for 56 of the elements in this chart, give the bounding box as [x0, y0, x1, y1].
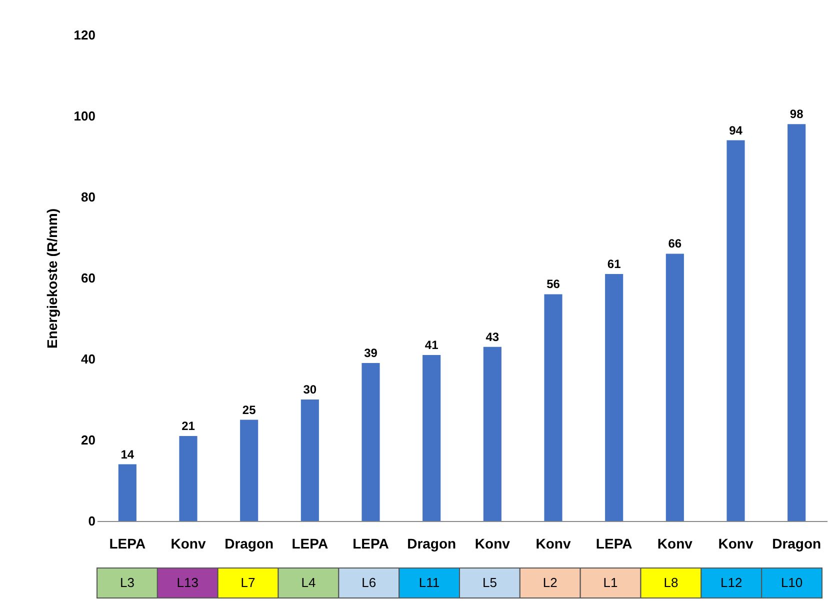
data-label: 94 — [729, 123, 743, 138]
bar — [118, 464, 136, 521]
data-label: 66 — [668, 236, 682, 251]
data-label: 30 — [303, 382, 317, 396]
category-label: L8 — [664, 575, 678, 590]
x-tick-label: Konv — [170, 536, 206, 552]
bar — [666, 254, 684, 521]
x-tick-label: LEPA — [292, 536, 328, 552]
category-label: L10 — [780, 575, 803, 590]
bar — [726, 140, 745, 521]
data-label: 56 — [546, 277, 560, 292]
x-tick-label: LEPA — [109, 536, 146, 552]
bar — [179, 436, 198, 521]
x-tick-label: Konv — [718, 536, 754, 552]
bar — [300, 400, 319, 521]
bar — [240, 420, 258, 521]
bar — [483, 346, 502, 521]
y-tick-label: 40 — [81, 352, 96, 366]
y-tick-label: 80 — [81, 190, 96, 204]
bar — [788, 124, 806, 521]
x-tick-label: Dragon — [407, 536, 456, 552]
bar — [544, 294, 562, 521]
data-label: 61 — [607, 256, 622, 271]
category-label: L7 — [240, 575, 256, 590]
bar — [605, 274, 624, 521]
y-tick-label: 60 — [81, 270, 96, 286]
category-label: L3 — [120, 575, 134, 590]
category-label: L13 — [176, 575, 198, 590]
y-tick-label: 120 — [74, 28, 96, 42]
x-tick-label: Konv — [657, 536, 693, 552]
category-label: L11 — [418, 575, 440, 590]
x-tick-label: Konv — [536, 536, 571, 552]
bar — [362, 363, 380, 521]
category-label: L2 — [542, 575, 558, 590]
data-label: 21 — [182, 418, 196, 433]
data-label: 43 — [486, 330, 500, 344]
y-axis-title: Energiekoste (R/mm) — [44, 208, 60, 349]
category-label: L4 — [301, 575, 316, 590]
x-tick-label: LEPA — [352, 536, 389, 552]
data-label: 25 — [242, 402, 256, 417]
bar — [422, 354, 441, 521]
category-label: L12 — [720, 575, 742, 590]
category-label: L5 — [482, 575, 497, 590]
category-label: L6 — [362, 575, 376, 590]
data-label: 39 — [364, 346, 378, 360]
x-tick-label: Dragon — [224, 536, 274, 552]
y-tick-label: 0 — [88, 514, 96, 528]
x-tick-label: Dragon — [772, 536, 822, 552]
category-label: L1 — [603, 575, 618, 590]
y-tick-label: 20 — [81, 432, 96, 448]
x-tick-label: LEPA — [596, 536, 632, 552]
data-label: 41 — [424, 338, 439, 352]
data-label: 98 — [790, 107, 804, 122]
data-label: 14 — [120, 447, 134, 462]
x-tick-label: Konv — [474, 536, 510, 552]
y-tick-label: 100 — [74, 108, 96, 124]
